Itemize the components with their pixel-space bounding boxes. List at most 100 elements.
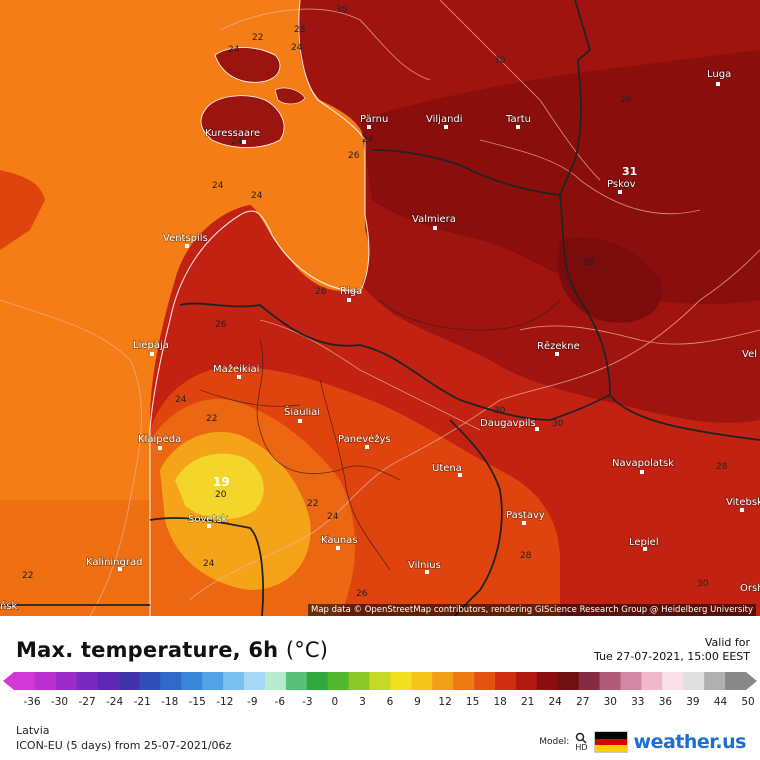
city-markers: Pärnu Viljandi Tartu Luga Kuressaare Psk… bbox=[0, 68, 760, 612]
city-label-kaunas: Kaunas bbox=[321, 535, 358, 546]
city-label-siauliai: Šiauliai bbox=[284, 405, 320, 418]
scale-cell bbox=[327, 672, 349, 690]
scale-tick-label: 44 bbox=[713, 696, 728, 708]
scale-cell bbox=[578, 672, 600, 690]
scale-cell bbox=[223, 672, 245, 690]
title-unit: (°C) bbox=[285, 638, 329, 662]
scale-tick-label: -36 bbox=[23, 696, 41, 708]
scale-cell bbox=[264, 672, 287, 690]
weather-us-logo[interactable]: weather.us bbox=[633, 731, 747, 753]
scale-tick-label: -30 bbox=[50, 696, 69, 708]
city-label-lepiel: Lepiel bbox=[629, 537, 659, 548]
scale-cell bbox=[34, 672, 57, 690]
svg-text:24: 24 bbox=[212, 181, 224, 191]
city-label-pastavy: Pastavy bbox=[506, 510, 545, 521]
scale-tick-label: -21 bbox=[133, 696, 151, 708]
svg-text:26: 26 bbox=[348, 151, 360, 161]
city-label-vilnius: Vilnius bbox=[408, 560, 441, 571]
scale-tick-label: -9 bbox=[247, 696, 258, 708]
city-label-navapolatsk: Navapolatsk bbox=[612, 458, 674, 469]
svg-text:30: 30 bbox=[494, 406, 506, 416]
scale-cell bbox=[118, 672, 140, 690]
map-canvas: Pärnu Viljandi Tartu Luga Kuressaare Psk… bbox=[0, 0, 760, 616]
scale-tick-label: -12 bbox=[216, 696, 234, 708]
city-label-sovetsk: Sovetsk bbox=[188, 514, 228, 525]
scale-cell bbox=[620, 672, 642, 690]
scale-tick-label: 21 bbox=[521, 696, 535, 708]
valid-time-block: Valid for Tue 27-07-2021, 15:00 EEST bbox=[594, 636, 750, 664]
scale-tick-label: 3 bbox=[359, 696, 366, 708]
svg-text:26: 26 bbox=[215, 320, 227, 330]
region-name: Latvia bbox=[16, 724, 50, 737]
svg-text:24: 24 bbox=[228, 45, 240, 55]
scale-tick-label: -27 bbox=[78, 696, 96, 708]
scale-cell bbox=[515, 672, 538, 690]
scale-tick-label: 36 bbox=[658, 696, 673, 708]
svg-text:22: 22 bbox=[252, 33, 263, 43]
city-label-kuressaare: Kuressaare bbox=[205, 128, 260, 139]
scale-cell bbox=[348, 672, 370, 690]
svg-text:26: 26 bbox=[356, 589, 368, 599]
city-label-daugavpils: Daugavpils bbox=[480, 418, 536, 429]
hiiumaa-island bbox=[214, 47, 281, 83]
scale-tick-labels: -36 -30 -27 -24 -21 -18 -15 -12 -9 -6 -3 0 3 6 9 12 15 18… bbox=[0, 696, 760, 710]
scale-cell bbox=[641, 672, 663, 690]
land-yellow-hotspot bbox=[175, 453, 264, 520]
magnifier-icon bbox=[576, 732, 587, 744]
svg-text:19: 19 bbox=[213, 475, 230, 489]
scale-right-arrow bbox=[746, 672, 757, 690]
model-run-text: ICON-EU (5 days) from 25-07-2021/06z bbox=[16, 739, 232, 752]
scale-tick-label: 15 bbox=[465, 696, 480, 708]
svg-text:28: 28 bbox=[716, 462, 728, 472]
city-label-panevezys: Panevėžys bbox=[338, 433, 391, 445]
scale-cell bbox=[202, 672, 224, 690]
brand-block[interactable]: Model: HD weather.us bbox=[539, 730, 747, 754]
scale-cell bbox=[474, 672, 496, 690]
scale-cell bbox=[285, 672, 308, 690]
city-label-vitebsk: Vitebsk bbox=[726, 497, 760, 508]
scale-cell bbox=[432, 672, 454, 690]
svg-text:22: 22 bbox=[307, 499, 318, 509]
city-label-mazeikiai: Mažeikiai bbox=[213, 363, 259, 375]
scale-cell bbox=[704, 672, 726, 690]
city-label-ventspils: Ventspils bbox=[163, 233, 208, 244]
svg-text:24: 24 bbox=[291, 43, 303, 53]
scale-tick-label: -18 bbox=[161, 696, 179, 708]
map-attribution: Map data © OpenStreetMap contributors, r… bbox=[308, 604, 756, 616]
scale-tick-label: 12 bbox=[438, 696, 452, 708]
svg-text:28: 28 bbox=[294, 25, 306, 35]
germany-flag-icon bbox=[593, 731, 628, 753]
valid-for-label: Valid for bbox=[704, 636, 750, 649]
kaliningrad-coast bbox=[0, 500, 150, 616]
scale-cell bbox=[369, 672, 391, 690]
scale-cell bbox=[495, 672, 517, 690]
svg-text:24: 24 bbox=[175, 395, 187, 405]
scale-tick-label: 50 bbox=[741, 696, 755, 708]
city-label-pskov: Pskov bbox=[607, 179, 636, 190]
pskov-hot-patch bbox=[557, 237, 662, 323]
scale-cell bbox=[411, 672, 433, 690]
svg-text:24: 24 bbox=[203, 559, 215, 569]
city-label-liepaja: Liepāja bbox=[133, 340, 169, 351]
svg-text:22: 22 bbox=[206, 414, 217, 424]
scale-tick-label: 0 bbox=[331, 696, 339, 708]
svg-text:30: 30 bbox=[697, 579, 709, 589]
scale-cell bbox=[725, 672, 747, 690]
svg-text:20: 20 bbox=[215, 490, 227, 500]
scale-cell bbox=[536, 672, 559, 690]
scale-cell bbox=[160, 672, 182, 690]
city-label-rezekne: Rēzekne bbox=[537, 341, 580, 352]
scale-tick-label: 30 bbox=[603, 696, 617, 708]
scale-tick-label: 6 bbox=[386, 696, 394, 708]
scale-tick-label: 9 bbox=[414, 696, 421, 708]
svg-text:24: 24 bbox=[362, 135, 374, 145]
scale-tick-label: -15 bbox=[188, 696, 206, 708]
hd-zoom-icon[interactable]: HD bbox=[575, 732, 588, 752]
temperature-map[interactable]: Pärnu Viljandi Tartu Luga Kuressaare Psk… bbox=[0, 0, 760, 616]
scale-tick-label: -24 bbox=[106, 696, 124, 708]
svg-text:26: 26 bbox=[620, 95, 632, 105]
chart-title: Max. temperature, 6h (°C) bbox=[16, 638, 328, 662]
scale-cell bbox=[306, 672, 329, 690]
scale-cell bbox=[139, 672, 161, 690]
valid-time: Tue 27-07-2021, 15:00 EEST bbox=[593, 650, 750, 663]
